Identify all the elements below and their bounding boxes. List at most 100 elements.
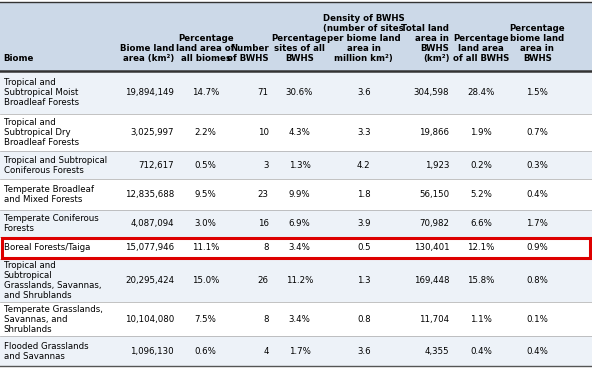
- Text: Tropical and
Subtropical Moist
Broadleaf Forests: Tropical and Subtropical Moist Broadleaf…: [4, 78, 79, 107]
- Text: 0.4%: 0.4%: [526, 190, 548, 199]
- Text: Temperate Grasslands,
Savannas, and
Shrublands: Temperate Grasslands, Savannas, and Shru…: [4, 305, 102, 334]
- Text: 4.2: 4.2: [357, 161, 371, 170]
- Text: 4,355: 4,355: [424, 347, 449, 356]
- Text: 9.5%: 9.5%: [195, 190, 217, 199]
- Text: 4: 4: [263, 347, 269, 356]
- Text: 10: 10: [258, 128, 269, 137]
- Bar: [0, 71, 592, 114]
- Text: 3.0%: 3.0%: [195, 219, 217, 228]
- Text: 0.2%: 0.2%: [470, 161, 492, 170]
- Text: 11,704: 11,704: [419, 314, 449, 324]
- Text: 3.9: 3.9: [357, 219, 371, 228]
- Text: 0.1%: 0.1%: [526, 314, 548, 324]
- Text: Percentage
biome land
area in
BWHS: Percentage biome land area in BWHS: [510, 24, 565, 63]
- Text: 8: 8: [263, 314, 269, 324]
- Bar: [0, 179, 592, 209]
- Bar: [2, 238, 590, 258]
- Text: Tropical and
Subtropical
Grasslands, Savannas,
and Shrublands: Tropical and Subtropical Grasslands, Sav…: [4, 261, 101, 300]
- Text: Percentage
sites of all
BWHS: Percentage sites of all BWHS: [272, 34, 327, 63]
- Text: Tropical and
Subtropical Dry
Broadleaf Forests: Tropical and Subtropical Dry Broadleaf F…: [4, 118, 79, 147]
- Text: 0.8%: 0.8%: [526, 276, 548, 285]
- Text: Percentage
land area of
all biomes: Percentage land area of all biomes: [176, 34, 235, 63]
- Text: 12.1%: 12.1%: [467, 243, 495, 252]
- Text: Total land
area in
BWHS
(km²): Total land area in BWHS (km²): [401, 24, 449, 63]
- Text: 11.1%: 11.1%: [192, 243, 220, 252]
- Bar: [0, 151, 592, 179]
- Text: Density of BWHS
(number of sites
per biome land
area in
million km²): Density of BWHS (number of sites per bio…: [323, 14, 405, 63]
- Text: 71: 71: [258, 88, 269, 97]
- Text: 26: 26: [258, 276, 269, 285]
- Bar: [0, 259, 592, 302]
- Bar: [0, 2, 592, 71]
- Text: 19,866: 19,866: [419, 128, 449, 137]
- Text: 3.4%: 3.4%: [289, 314, 310, 324]
- Text: 304,598: 304,598: [414, 88, 449, 97]
- Text: 130,401: 130,401: [414, 243, 449, 252]
- Text: 16: 16: [258, 219, 269, 228]
- Text: Biome: Biome: [4, 54, 34, 63]
- Text: 19,894,149: 19,894,149: [125, 88, 174, 97]
- Text: 8: 8: [263, 243, 269, 252]
- Text: 3: 3: [263, 161, 269, 170]
- Text: 1.3%: 1.3%: [289, 161, 310, 170]
- Text: 28.4%: 28.4%: [467, 88, 495, 97]
- Bar: [0, 302, 592, 336]
- Text: 0.5%: 0.5%: [195, 161, 217, 170]
- Text: Temperate Coniferous
Forests: Temperate Coniferous Forests: [4, 214, 98, 233]
- Text: 3.6: 3.6: [357, 88, 371, 97]
- Text: Boreal Forests/Taiga: Boreal Forests/Taiga: [4, 243, 90, 252]
- Bar: [0, 336, 592, 366]
- Text: 3.3: 3.3: [357, 128, 371, 137]
- Bar: [0, 209, 592, 237]
- Text: 0.5: 0.5: [357, 243, 371, 252]
- Text: 4,087,094: 4,087,094: [130, 219, 174, 228]
- Text: 0.6%: 0.6%: [195, 347, 217, 356]
- Text: 11.2%: 11.2%: [286, 276, 313, 285]
- Text: 20,295,424: 20,295,424: [125, 276, 174, 285]
- Text: 0.9%: 0.9%: [526, 243, 548, 252]
- Text: Number
of BWHS: Number of BWHS: [227, 44, 269, 63]
- Text: 0.8: 0.8: [357, 314, 371, 324]
- Bar: [0, 114, 592, 151]
- Text: 1,923: 1,923: [425, 161, 449, 170]
- Text: 0.3%: 0.3%: [526, 161, 548, 170]
- Text: 3.4%: 3.4%: [289, 243, 310, 252]
- Bar: [0, 237, 592, 259]
- Text: 1.9%: 1.9%: [470, 128, 492, 137]
- Text: 7.5%: 7.5%: [195, 314, 217, 324]
- Text: 70,982: 70,982: [419, 219, 449, 228]
- Text: 6.6%: 6.6%: [470, 219, 492, 228]
- Text: 1.7%: 1.7%: [289, 347, 310, 356]
- Text: 1.5%: 1.5%: [526, 88, 548, 97]
- Text: 15.8%: 15.8%: [467, 276, 495, 285]
- Text: 1.1%: 1.1%: [470, 314, 492, 324]
- Text: Biome land
area (km²): Biome land area (km²): [120, 44, 174, 63]
- Text: 23: 23: [258, 190, 269, 199]
- Text: 0.7%: 0.7%: [526, 128, 548, 137]
- Text: 1.8: 1.8: [357, 190, 371, 199]
- Text: 1.3: 1.3: [357, 276, 371, 285]
- Text: Tropical and Subtropical
Coniferous Forests: Tropical and Subtropical Coniferous Fore…: [4, 156, 107, 175]
- Text: 169,448: 169,448: [414, 276, 449, 285]
- Text: 5.2%: 5.2%: [470, 190, 492, 199]
- Text: 0.4%: 0.4%: [526, 347, 548, 356]
- Text: 3,025,997: 3,025,997: [131, 128, 174, 137]
- Text: 6.9%: 6.9%: [289, 219, 310, 228]
- Text: 1,096,130: 1,096,130: [130, 347, 174, 356]
- Text: Flooded Grasslands
and Savannas: Flooded Grasslands and Savannas: [4, 342, 88, 361]
- Text: 56,150: 56,150: [419, 190, 449, 199]
- Text: 4.3%: 4.3%: [289, 128, 310, 137]
- Text: Temperate Broadleaf
and Mixed Forests: Temperate Broadleaf and Mixed Forests: [4, 185, 94, 204]
- Text: 2.2%: 2.2%: [195, 128, 217, 137]
- Text: 712,617: 712,617: [139, 161, 174, 170]
- Text: 30.6%: 30.6%: [286, 88, 313, 97]
- Text: 0.4%: 0.4%: [470, 347, 492, 356]
- Text: 1.7%: 1.7%: [526, 219, 548, 228]
- Text: 10,104,080: 10,104,080: [125, 314, 174, 324]
- Text: 14.7%: 14.7%: [192, 88, 220, 97]
- Text: Percentage
land area
of all BWHS: Percentage land area of all BWHS: [453, 34, 509, 63]
- Text: 15,077,946: 15,077,946: [125, 243, 174, 252]
- Text: 12,835,688: 12,835,688: [125, 190, 174, 199]
- Text: 3.6: 3.6: [357, 347, 371, 356]
- Text: 15.0%: 15.0%: [192, 276, 220, 285]
